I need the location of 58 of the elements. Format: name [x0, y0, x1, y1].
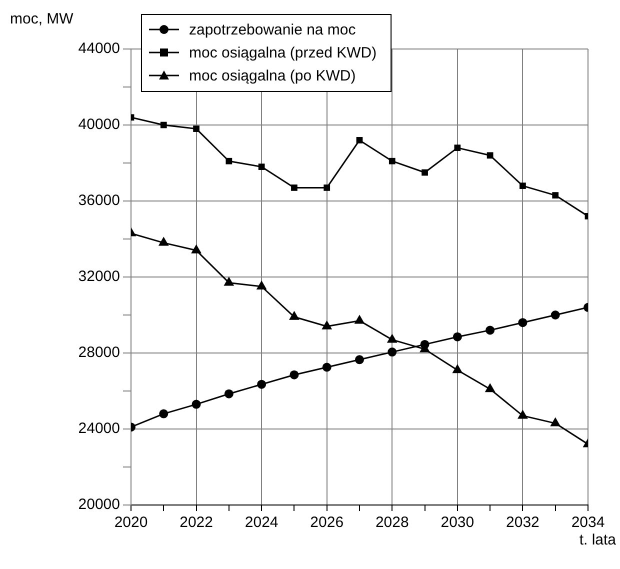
legend-label: moc osiągalna (po KWD) — [189, 68, 356, 85]
point — [486, 152, 494, 159]
point — [158, 236, 169, 246]
point — [160, 122, 167, 128]
x-tick-label: 2034 — [571, 514, 605, 532]
y-tick-label: 36000 — [78, 192, 120, 210]
y-axis-title: moc, MW — [10, 10, 74, 28]
point — [258, 164, 265, 170]
point — [322, 362, 332, 372]
x-tick-label: 2022 — [180, 514, 213, 532]
y-tick-label: 32000 — [78, 268, 120, 286]
point — [256, 280, 267, 290]
x-tick-label: 2030 — [440, 514, 474, 532]
point — [192, 400, 201, 409]
point — [452, 332, 462, 342]
point — [322, 320, 332, 330]
point — [191, 244, 202, 254]
y-tick-label: 28000 — [78, 344, 120, 362]
point — [226, 158, 232, 164]
x-tick-label: 2026 — [310, 514, 344, 532]
point — [520, 182, 526, 189]
point — [290, 370, 299, 380]
point — [388, 348, 397, 357]
y-tick-label: 24000 — [78, 420, 120, 438]
point — [355, 355, 364, 364]
point — [550, 417, 561, 426]
y-tick-label: 20000 — [78, 496, 120, 514]
point — [257, 380, 266, 389]
point — [552, 192, 559, 198]
x-tick-label: 2032 — [506, 514, 540, 532]
point — [486, 326, 495, 335]
x-axis-title: t. lata — [579, 532, 617, 549]
legend-label: moc osiągalna (przed KWD) — [189, 44, 377, 62]
point — [224, 276, 234, 286]
point — [159, 409, 168, 418]
point — [420, 340, 430, 349]
point — [484, 383, 496, 392]
point — [454, 144, 461, 151]
y-tick-label: 44000 — [78, 40, 120, 58]
point — [550, 310, 560, 320]
point — [356, 137, 363, 144]
legend-label: zapotrzebowanie na moc — [189, 22, 356, 39]
point — [324, 184, 330, 191]
x-tick-label: 2028 — [375, 514, 409, 532]
point — [354, 314, 365, 324]
point — [291, 184, 298, 191]
point — [518, 410, 528, 419]
point — [452, 364, 463, 374]
x-tick-label: 2024 — [244, 514, 278, 532]
y-tick-label: 40000 — [78, 116, 120, 134]
point — [386, 334, 398, 343]
point — [388, 158, 396, 164]
point — [224, 389, 234, 398]
point — [289, 310, 300, 320]
point — [422, 169, 428, 176]
point — [193, 126, 200, 132]
x-tick-label: 2020 — [114, 514, 148, 532]
point — [518, 318, 528, 328]
